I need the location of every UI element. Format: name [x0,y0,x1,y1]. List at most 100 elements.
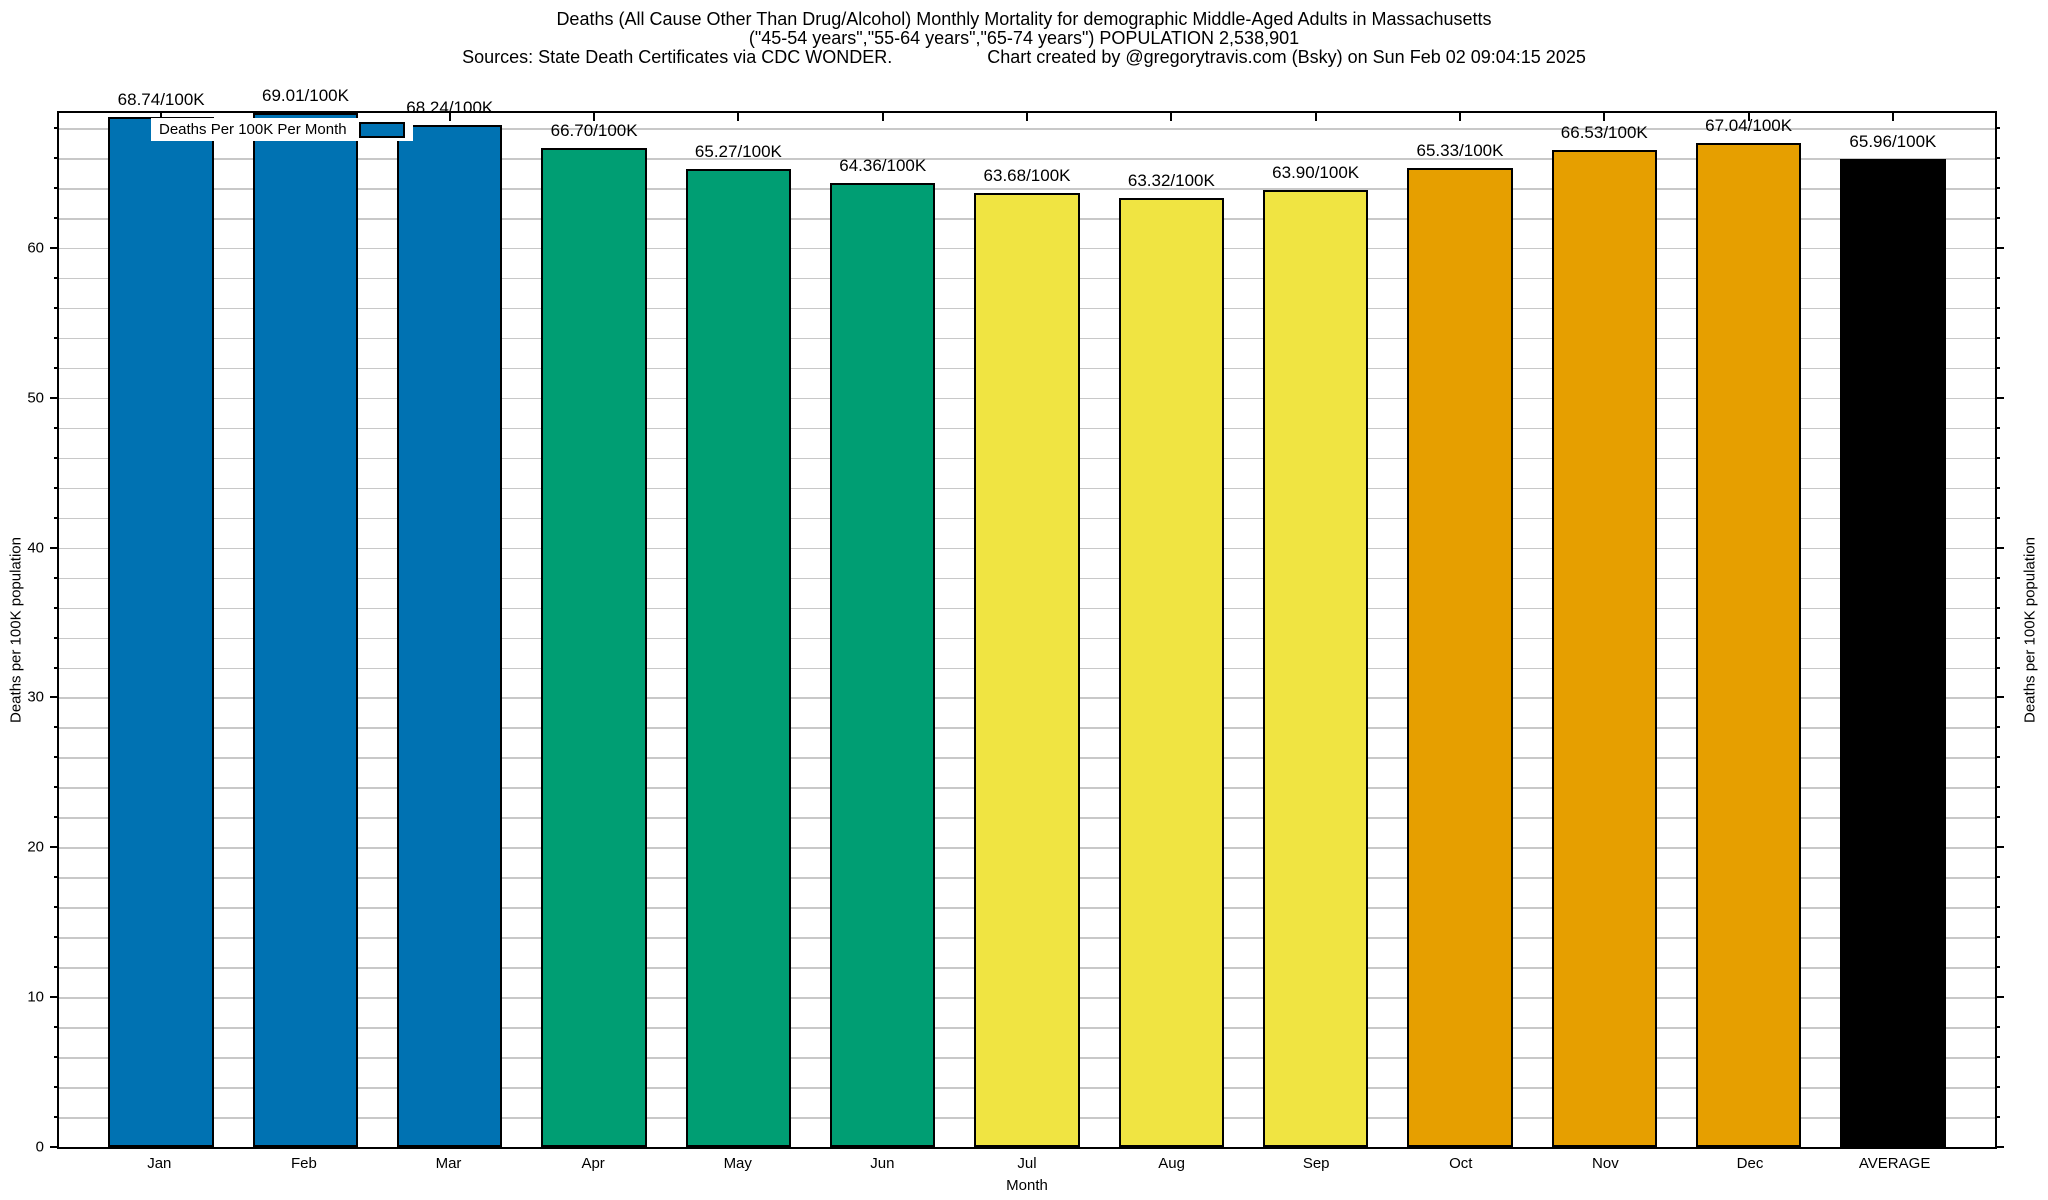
x-axis-tick [1026,113,1029,121]
bar-may: 65.27/100K [685,142,792,1147]
bar-jan: 68.74/100K [108,90,214,1147]
y-axis-tick [1995,846,2004,849]
y-axis-tick [1995,157,2000,160]
y-tick-label: 50 [27,389,44,407]
y-axis-tick [50,996,59,999]
y-axis-tick [1995,396,2004,399]
x-axis-tick [448,113,451,121]
y-tick-label: 40 [27,539,44,557]
bar-jul: 63.68/100K [974,166,1080,1147]
y-axis-tick [54,486,59,489]
x-axis-tick [737,113,740,121]
bar-oct: 65.33/100K [1407,141,1513,1147]
y-axis-tick [50,546,59,549]
x-axis-tick [881,113,884,121]
x-axis-tick [1458,113,1461,121]
bar-value-label: 68.24/100K [406,97,494,117]
y-axis-tick [1995,756,2000,759]
y-axis-tick [54,1026,59,1029]
bar-aug: 63.32/100K [1118,171,1225,1147]
y-axis-tick [54,456,59,459]
x-tick-label-aug: Aug [1158,1155,1185,1172]
y-axis-tick [54,786,59,789]
x-tick-label-jun: Jun [870,1155,895,1172]
y-axis-tick [1995,246,2004,249]
y-axis-label-right: Deaths per 100K population [2021,537,2039,723]
gridline [59,128,1995,130]
x-tick-label-average: AVERAGE [1858,1155,1931,1172]
y-tick-label: 60 [27,239,44,257]
bar-value-label: 64.36/100K [839,155,927,175]
y-axis-tick [54,426,59,429]
y-axis-tick [1995,786,2000,789]
y-axis-tick [50,246,59,249]
bar-slot-sep: 63.90/100K [1244,113,1388,1147]
y-axis-tick [54,816,59,819]
bar-sep: 63.90/100K [1262,163,1369,1147]
y-tick-label: 0 [35,1138,44,1156]
bar-value-label: 63.32/100K [1127,171,1215,191]
chart-source-line: Sources: State Death Certificates via CD… [0,47,2048,68]
gridline [59,158,1995,160]
y-axis-tick [1995,996,2004,999]
x-tick-labels: Jan Feb Mar Apr May Jun Jul Aug Sep Oct Nov Dec AVER… [57,1155,1997,1172]
bar-value-label: 68.74/100K [117,90,205,110]
y-axis-tick [1995,906,2000,909]
y-axis-tick [1995,426,2000,429]
bar-value-label: 67.04/100K [1705,115,1793,135]
y-axis-tick [54,936,59,939]
x-tick-label-may: May [723,1155,752,1172]
y-axis-tick [1995,366,2000,369]
y-tick-label: 20 [27,838,44,856]
y-tick-label: 30 [27,688,44,706]
legend-swatch [358,121,405,138]
gridline [59,188,1995,190]
y-axis-tick [1995,306,2000,309]
y-axis-tick [54,636,59,639]
y-axis-tick [1995,336,2000,339]
y-axis-tick [1995,486,2000,489]
y-axis-tick [1995,726,2000,729]
bar-slot-may: 65.27/100K [666,113,810,1147]
y-axis-tick [1995,127,2000,130]
y-tick-label: 10 [27,988,44,1006]
x-axis-tick [593,113,596,121]
y-axis-tick [54,336,59,339]
x-tick-label-oct: Oct [1449,1155,1473,1172]
bar-value-label: 63.68/100K [983,165,1071,185]
y-axis-tick [54,366,59,369]
bar-value-label: 63.90/100K [1272,162,1360,182]
legend-label: Deaths Per 100K Per Month [159,121,347,138]
y-axis-tick [1995,187,2000,190]
x-tick-label-jul: Jul [1017,1155,1037,1172]
bar-average: 65.96/100K [1840,132,1946,1147]
y-axis-tick [54,1086,59,1089]
y-axis-tick [1995,516,2000,519]
y-axis-tick [54,1056,59,1059]
y-axis-tick [54,187,59,190]
x-tick-label-feb: Feb [290,1155,317,1172]
bar-slot-jan: 68.74/100K [89,90,233,1147]
plot-area: 68.74/100K 69.01/100K 68.24/100K 66.70/100K… [27,86,2004,1156]
y-axis-tick [1995,606,2000,609]
chart-title: Deaths (All Cause Other Than Drug/Alcoho… [556,9,1492,29]
y-axis-tick [54,276,59,279]
x-tick-label-sep: Sep [1302,1155,1330,1172]
y-axis-tick [50,1146,59,1148]
bar-dec: 67.04/100K [1695,116,1802,1147]
x-axis-tick [160,113,163,121]
bar-feb: 69.01/100K [252,86,359,1147]
y-axis-tick [1995,576,2000,579]
bar-value-label: 69.01/100K [261,86,349,105]
y-axis-tick [1995,1146,2004,1148]
credit-text: Chart created by @gregorytravis.com (Bsk… [987,47,1586,67]
bar-slot-aug: 63.32/100K [1099,113,1243,1147]
bar-mar: 68.24/100K [397,98,503,1147]
bar-slot-jun: 64.36/100K [811,113,955,1147]
y-axis-tick [1995,217,2000,220]
bar-apr: 66.70/100K [541,121,647,1147]
bar-slot-apr: 66.70/100K [522,113,666,1147]
chart-subtitle: ("45-54 years","55-64 years","65-74 year… [748,28,1300,48]
y-axis-tick [1995,1056,2000,1059]
y-axis-label-left: Deaths per 100K population [7,537,25,723]
